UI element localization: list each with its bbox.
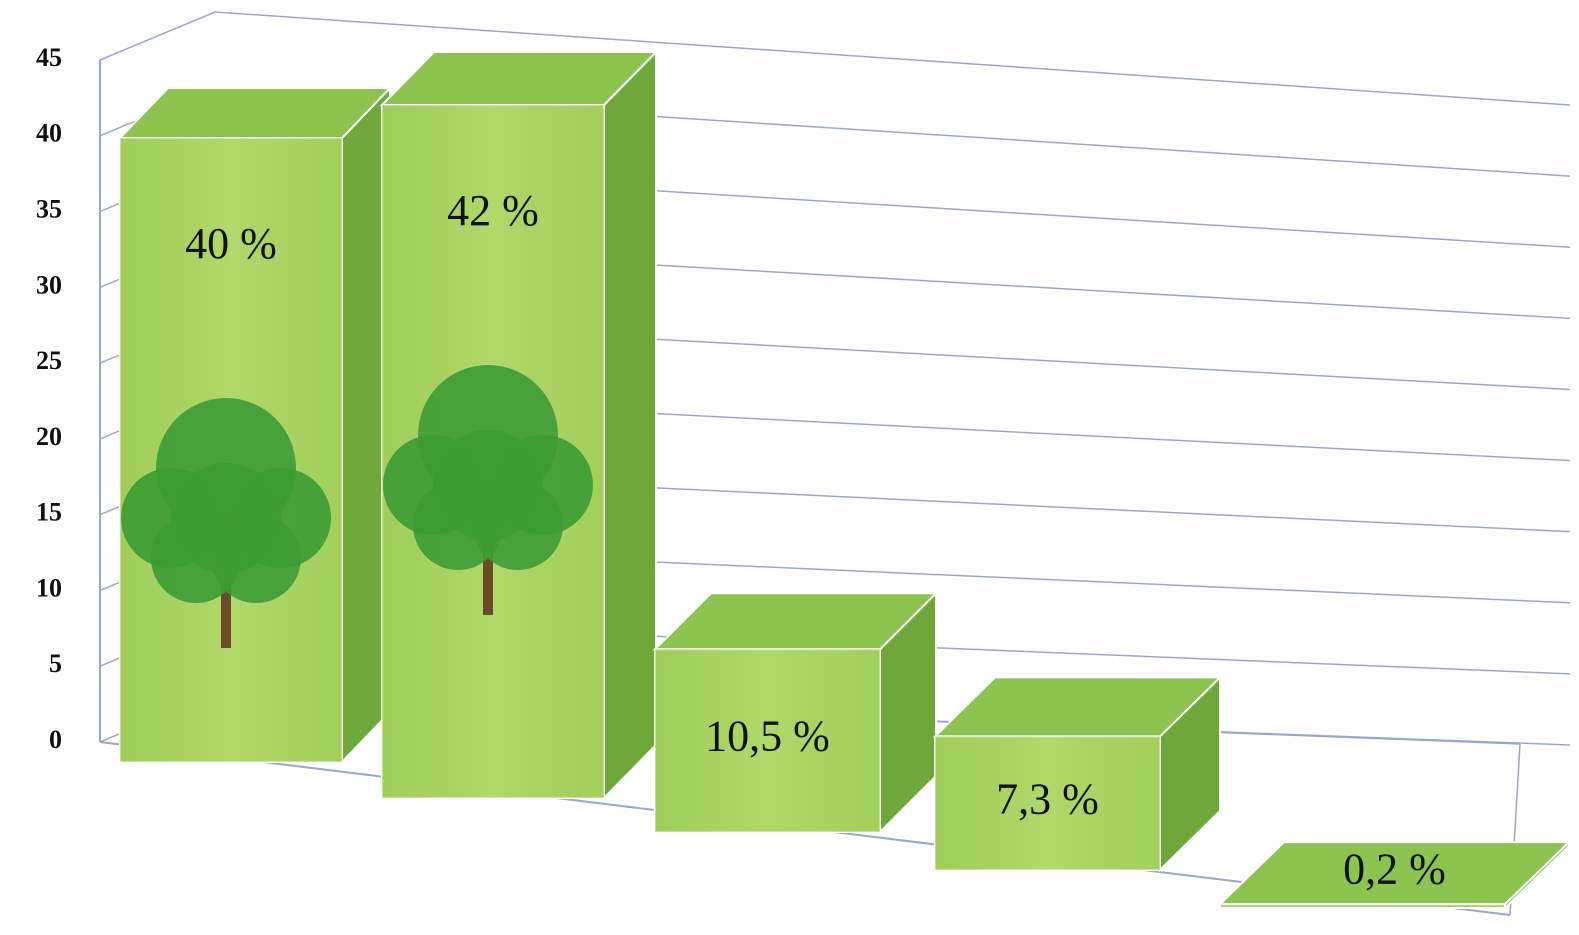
tree-crown (171, 463, 281, 573)
bar-side (603, 49, 657, 801)
tree-crown (433, 430, 543, 540)
value-label: 0,2 % (1343, 844, 1446, 893)
value-label: 10,5 % (705, 712, 830, 761)
y-tick-label: 10 (36, 573, 62, 602)
bar-front (1219, 903, 1506, 909)
y-tick-label: 0 (49, 725, 62, 754)
value-label: 42 % (447, 186, 539, 235)
bar-front-shade (655, 649, 880, 832)
y-tick-label: 35 (36, 195, 62, 224)
value-label: 40 % (185, 219, 277, 268)
y-tick-label: 25 (36, 346, 62, 375)
bar (652, 590, 939, 835)
grid-line (99, 11, 1571, 106)
y-tick-label: 30 (36, 270, 62, 299)
bar-front-shade (935, 736, 1160, 870)
y-tick-label: 20 (36, 422, 62, 451)
y-tick-label: 45 (36, 43, 62, 72)
bar-top (117, 87, 393, 139)
y-tick-label: 40 (36, 119, 62, 148)
bars: 40 % 42 % 10,5 % 7,3 % 0,2 % (117, 49, 1572, 911)
bar (1217, 839, 1572, 911)
bar (932, 675, 1223, 873)
value-label: 7,3 % (996, 774, 1099, 823)
y-tick-label: 5 (49, 649, 62, 678)
y-tick-label: 15 (36, 498, 62, 527)
